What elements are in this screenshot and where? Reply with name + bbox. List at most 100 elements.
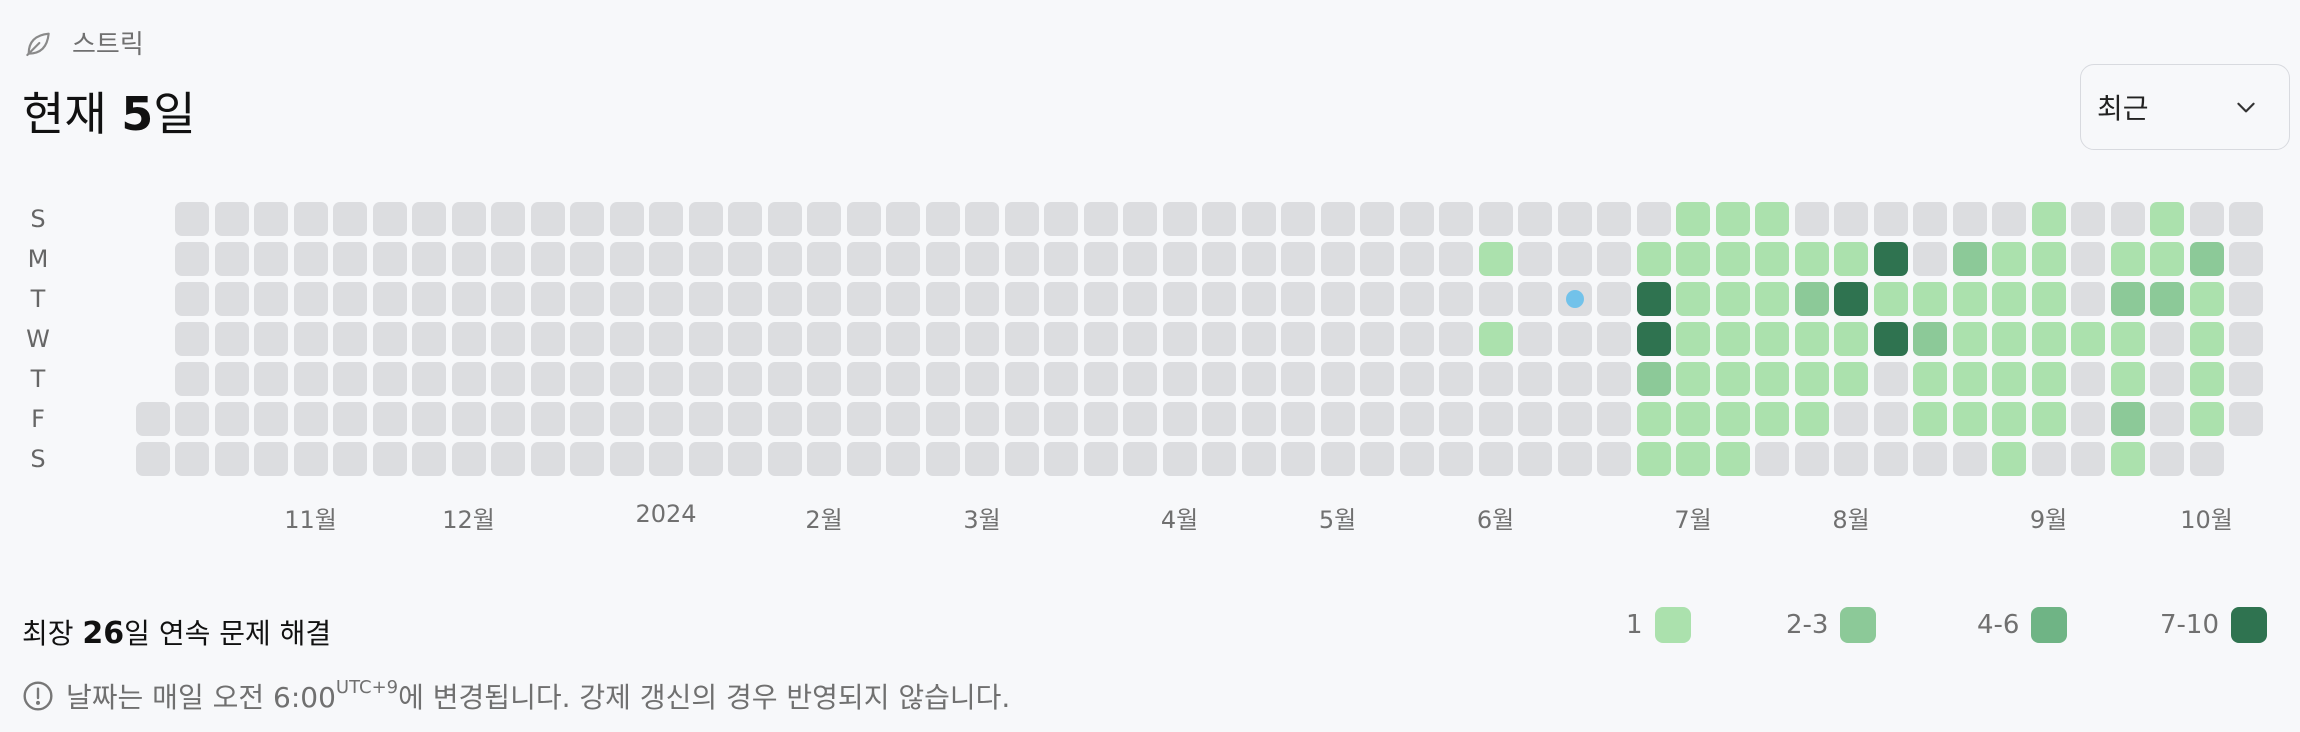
heatmap-cell[interactable] — [886, 242, 920, 276]
heatmap-cell[interactable] — [1755, 362, 1789, 396]
heatmap-cell[interactable] — [1123, 282, 1157, 316]
heatmap-cell[interactable] — [412, 242, 446, 276]
heatmap-cell[interactable] — [1320, 282, 1355, 316]
heatmap-cell[interactable] — [1715, 282, 1750, 316]
heatmap-cell[interactable] — [1399, 362, 1434, 396]
heatmap-cell[interactable] — [807, 242, 841, 276]
heatmap-cell[interactable] — [1597, 402, 1631, 436]
heatmap-cell[interactable] — [1636, 202, 1671, 236]
heatmap-cell[interactable] — [925, 202, 960, 236]
heatmap-cell[interactable] — [767, 322, 802, 356]
heatmap-cell[interactable] — [1913, 242, 1947, 276]
heatmap-cell[interactable] — [1360, 282, 1394, 316]
heatmap-cell[interactable] — [649, 322, 683, 356]
heatmap-cell[interactable] — [2189, 202, 2224, 236]
heatmap-cell[interactable] — [1755, 282, 1789, 316]
heatmap-cell[interactable] — [293, 322, 328, 356]
heatmap-cell[interactable] — [1399, 402, 1434, 436]
heatmap-cell[interactable] — [1557, 242, 1592, 276]
heatmap-cell[interactable] — [1360, 362, 1394, 396]
heatmap-cell[interactable] — [965, 442, 999, 476]
heatmap-cell[interactable] — [1992, 202, 2026, 236]
heatmap-cell[interactable] — [846, 322, 881, 356]
heatmap-cell[interactable] — [1083, 402, 1118, 436]
heatmap-cell[interactable] — [1281, 202, 1315, 236]
heatmap-cell[interactable] — [807, 402, 841, 436]
heatmap-cell[interactable] — [1597, 242, 1631, 276]
heatmap-cell[interactable] — [293, 442, 328, 476]
heatmap-cell[interactable] — [1715, 242, 1750, 276]
heatmap-cell[interactable] — [1557, 362, 1592, 396]
heatmap-cell[interactable] — [846, 282, 881, 316]
heatmap-cell[interactable] — [1439, 202, 1473, 236]
heatmap-cell[interactable] — [1715, 202, 1750, 236]
heatmap-cell[interactable] — [1478, 282, 1513, 316]
heatmap-cell[interactable] — [2031, 442, 2066, 476]
heatmap-cell[interactable] — [1044, 282, 1078, 316]
heatmap-cell[interactable] — [965, 282, 999, 316]
heatmap-cell[interactable] — [2229, 282, 2263, 316]
heatmap-cell[interactable] — [688, 202, 723, 236]
heatmap-cell[interactable] — [1004, 282, 1039, 316]
heatmap-cell[interactable] — [214, 242, 249, 276]
heatmap-cell[interactable] — [135, 402, 170, 436]
heatmap-cell[interactable] — [1873, 202, 1908, 236]
heatmap-cell[interactable] — [135, 442, 170, 476]
heatmap-cell[interactable] — [1913, 202, 1947, 236]
heatmap-cell[interactable] — [2071, 202, 2105, 236]
heatmap-cell[interactable] — [2071, 322, 2105, 356]
heatmap-cell[interactable] — [1399, 322, 1434, 356]
heatmap-cell[interactable] — [1992, 362, 2026, 396]
heatmap-cell[interactable] — [1162, 282, 1197, 316]
heatmap-cell[interactable] — [807, 202, 841, 236]
heatmap-cell[interactable] — [1044, 362, 1078, 396]
heatmap-cell[interactable] — [1241, 242, 1276, 276]
heatmap-cell[interactable] — [1044, 442, 1078, 476]
heatmap-cell[interactable] — [254, 202, 288, 236]
heatmap-cell[interactable] — [728, 202, 762, 236]
heatmap-cell[interactable] — [925, 322, 960, 356]
heatmap-cell[interactable] — [649, 442, 683, 476]
heatmap-cell[interactable] — [1004, 322, 1039, 356]
heatmap-cell[interactable] — [2071, 242, 2105, 276]
heatmap-cell[interactable] — [372, 242, 407, 276]
heatmap-cell[interactable] — [1281, 442, 1315, 476]
heatmap-cell[interactable] — [688, 402, 723, 436]
heatmap-cell[interactable] — [649, 242, 683, 276]
heatmap-cell[interactable] — [1083, 202, 1118, 236]
heatmap-cell[interactable] — [1202, 402, 1236, 436]
heatmap-cell[interactable] — [1478, 442, 1513, 476]
heatmap-cell[interactable] — [333, 402, 367, 436]
heatmap-cell[interactable] — [1794, 242, 1829, 276]
heatmap-cell[interactable] — [570, 202, 604, 236]
heatmap-cell[interactable] — [214, 322, 249, 356]
heatmap-cell[interactable] — [1123, 402, 1157, 436]
heatmap-cell[interactable] — [333, 202, 367, 236]
heatmap-cell[interactable] — [1123, 362, 1157, 396]
heatmap-cell[interactable] — [1320, 362, 1355, 396]
heatmap-cell[interactable] — [1083, 282, 1118, 316]
heatmap-cell[interactable] — [2031, 202, 2066, 236]
heatmap-cell[interactable] — [1913, 282, 1947, 316]
heatmap-cell[interactable] — [1162, 202, 1197, 236]
heatmap-cell[interactable] — [1992, 282, 2026, 316]
heatmap-cell[interactable] — [649, 282, 683, 316]
heatmap-cell[interactable] — [1834, 242, 1868, 276]
heatmap-cell[interactable] — [1676, 322, 1710, 356]
heatmap-cell[interactable] — [1162, 362, 1197, 396]
heatmap-cell[interactable] — [609, 362, 644, 396]
heatmap-cell[interactable] — [254, 242, 288, 276]
heatmap-cell[interactable] — [1557, 442, 1592, 476]
heatmap-cell[interactable] — [1123, 322, 1157, 356]
heatmap-cell[interactable] — [412, 322, 446, 356]
heatmap-cell[interactable] — [807, 362, 841, 396]
heatmap-cell[interactable] — [1755, 202, 1789, 236]
heatmap-cell[interactable] — [1202, 322, 1236, 356]
heatmap-cell[interactable] — [1439, 282, 1473, 316]
heatmap-cell[interactable] — [728, 402, 762, 436]
heatmap-cell[interactable] — [1360, 242, 1394, 276]
heatmap-cell[interactable] — [491, 242, 525, 276]
heatmap-cell[interactable] — [1873, 282, 1908, 316]
heatmap-cell[interactable] — [1952, 362, 1987, 396]
heatmap-cell[interactable] — [372, 442, 407, 476]
